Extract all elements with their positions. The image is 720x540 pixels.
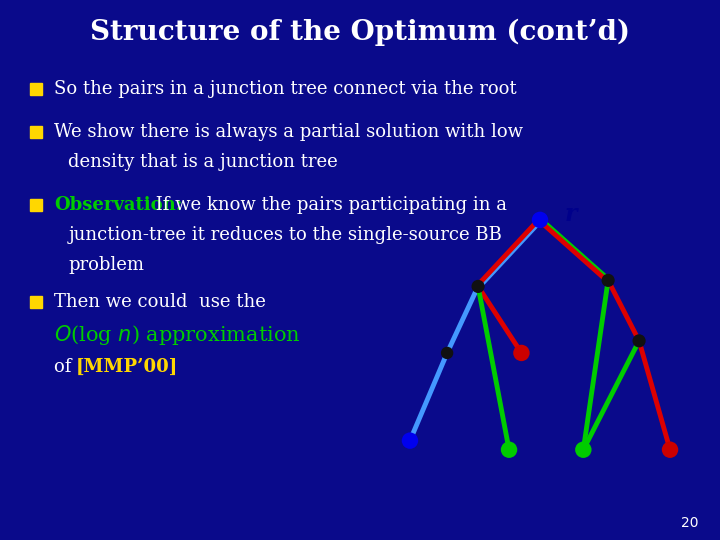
Text: of: of bbox=[54, 358, 77, 376]
Text: 20: 20 bbox=[681, 516, 698, 530]
Point bbox=[404, 436, 415, 445]
Point bbox=[503, 446, 515, 454]
Point bbox=[472, 282, 484, 291]
Text: Observation:: Observation: bbox=[54, 196, 182, 214]
Text: density that is a junction tree: density that is a junction tree bbox=[68, 153, 338, 171]
Text: If we know the pairs participating in a: If we know the pairs participating in a bbox=[150, 196, 507, 214]
Text: $\mathit{O}$(log $\mathit{n}$) approximation: $\mathit{O}$(log $\mathit{n}$) approxima… bbox=[54, 323, 301, 347]
Text: problem: problem bbox=[68, 255, 145, 274]
Point bbox=[441, 349, 453, 357]
Text: Structure of the Optimum (cont’d): Structure of the Optimum (cont’d) bbox=[90, 19, 630, 46]
Text: [MMP’00]: [MMP’00] bbox=[76, 358, 178, 376]
Text: Then we could  use the: Then we could use the bbox=[54, 293, 266, 312]
Point bbox=[603, 276, 614, 285]
Point bbox=[516, 349, 527, 357]
Point bbox=[534, 215, 546, 224]
Text: junction-tree it reduces to the single-source BB: junction-tree it reduces to the single-s… bbox=[68, 226, 503, 244]
Point bbox=[665, 446, 676, 454]
Point bbox=[634, 336, 645, 345]
Text: So the pairs in a junction tree connect via the root: So the pairs in a junction tree connect … bbox=[54, 80, 517, 98]
Text: We show there is always a partial solution with low: We show there is always a partial soluti… bbox=[54, 123, 523, 141]
Text: r: r bbox=[564, 202, 577, 226]
Point bbox=[577, 446, 589, 454]
